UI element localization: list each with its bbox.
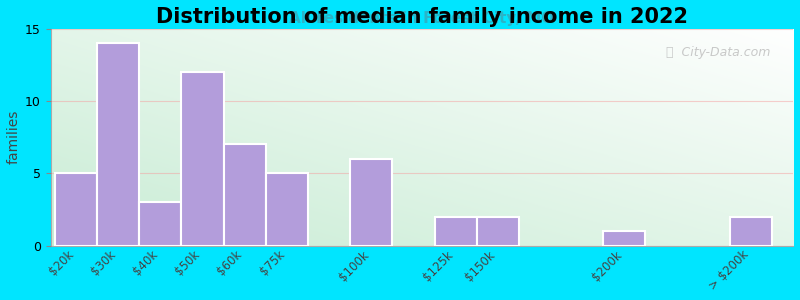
- Bar: [224, 144, 266, 246]
- Bar: [266, 173, 308, 246]
- Y-axis label: families: families: [7, 110, 21, 164]
- Bar: [350, 159, 392, 246]
- Bar: [55, 173, 97, 246]
- Bar: [139, 202, 182, 246]
- Bar: [182, 72, 224, 246]
- Bar: [434, 217, 477, 246]
- Bar: [477, 217, 519, 246]
- Title: Distribution of median family income in 2022: Distribution of median family income in …: [156, 7, 688, 27]
- Bar: [603, 231, 646, 246]
- Text: ⓘ  City-Data.com: ⓘ City-Data.com: [666, 46, 770, 59]
- Bar: [730, 217, 772, 246]
- Bar: [97, 43, 139, 246]
- Text: All residents in Forest City, MO: All residents in Forest City, MO: [290, 11, 554, 26]
